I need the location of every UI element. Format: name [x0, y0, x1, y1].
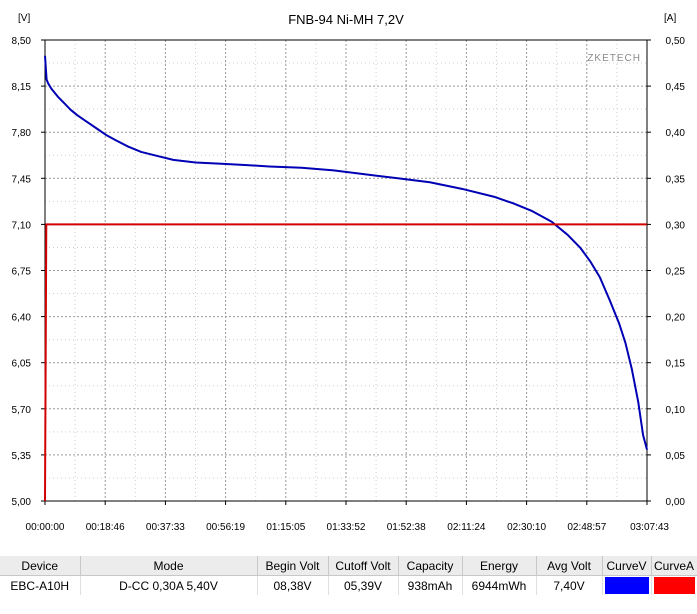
left-axis-ticks: 8,50 8,15 7,80 7,45 7,10 6,75 6,40 6,05 5,70 5,35…: [12, 36, 45, 508]
cell-begin-volt: 08,38V: [257, 575, 329, 595]
y-right-tick-label: 0,15: [666, 359, 686, 370]
cell-curve-a: [651, 575, 697, 595]
cell-device: EBC-A10H: [0, 575, 81, 595]
y-left-tick-label: 5,35: [12, 451, 32, 462]
y-left-tick-label: 7,80: [12, 128, 32, 139]
table-row[interactable]: EBC-A10H D-CC 0,30A 5,40V 08,38V 05,39V …: [0, 575, 697, 595]
x-tick-label: 00:00:00: [26, 522, 65, 533]
left-axis-unit: [V]: [18, 13, 30, 24]
curve-a-color-swatch: [653, 577, 695, 594]
cell-mode: D-CC 0,30A 5,40V: [80, 575, 258, 595]
right-axis-unit: [A]: [664, 13, 676, 24]
x-axis-ticks: 00:00:00 00:18:46 00:37:33 00:56:19 01:15:05…: [26, 501, 669, 533]
stats-table: Device Mode Begin Volt Cutoff Volt Capac…: [0, 556, 697, 595]
x-tick-label: 01:15:05: [266, 522, 305, 533]
x-tick-label: 00:18:46: [86, 522, 125, 533]
y-left-tick-label: 5,00: [12, 497, 32, 508]
header-device[interactable]: Device: [0, 556, 81, 576]
header-energy[interactable]: Energy: [462, 556, 537, 576]
header-avg-volt[interactable]: Avg Volt: [536, 556, 603, 576]
stats-header-row: Device Mode Begin Volt Cutoff Volt Capac…: [0, 556, 697, 576]
header-mode[interactable]: Mode: [80, 556, 258, 576]
cell-avg-volt: 7,40V: [536, 575, 603, 595]
y-left-tick-label: 7,10: [12, 220, 32, 231]
y-right-tick-label: 0,35: [666, 174, 686, 185]
y-right-tick-label: 0,25: [666, 267, 686, 278]
y-right-tick-label: 0,30: [666, 220, 686, 231]
x-tick-label: 00:37:33: [146, 522, 185, 533]
cell-capacity: 938mAh: [398, 575, 463, 595]
current-series-line: [44, 223, 647, 502]
x-tick-label: 02:11:24: [447, 522, 486, 533]
curve-v-color-swatch: [604, 577, 649, 594]
y-right-tick-label: 0,10: [666, 405, 686, 416]
y-left-tick-label: 5,70: [12, 405, 32, 416]
y-left-tick-label: 6,40: [12, 313, 32, 324]
cell-curve-v: [602, 575, 652, 595]
header-capacity[interactable]: Capacity: [398, 556, 463, 576]
x-tick-label: 00:56:19: [206, 522, 245, 533]
y-right-tick-label: 0,40: [666, 128, 686, 139]
header-begin-volt[interactable]: Begin Volt: [257, 556, 329, 576]
y-right-tick-label: 0,50: [666, 36, 686, 47]
y-right-tick-label: 0,00: [666, 497, 686, 508]
cell-cutoff-volt: 05,39V: [328, 575, 399, 595]
chart-grid: [45, 40, 647, 501]
y-left-tick-label: 6,75: [12, 267, 32, 278]
discharge-chart: FNB-94 Ni-MH 7,2V [V] [A] ZKETECH 8,508,…: [12, 12, 686, 533]
y-left-tick-label: 8,50: [12, 36, 32, 47]
x-tick-label: 02:48:57: [567, 522, 606, 533]
x-tick-label: 02:30:10: [507, 522, 546, 533]
x-tick-label: 01:52:38: [387, 522, 426, 533]
y-left-tick-label: 8,15: [12, 82, 32, 93]
right-axis-ticks: 0,50 0,45 0,40 0,35 0,30 0,25 0,20 0,15 0,10 0,05…: [647, 36, 685, 508]
voltage-series-line: [44, 55, 648, 450]
watermark: ZKETECH: [587, 53, 641, 64]
y-right-tick-label: 0,05: [666, 451, 686, 462]
x-tick-label: 03:07:43: [630, 522, 669, 533]
header-curve-a[interactable]: CurveA: [651, 556, 697, 576]
y-right-tick-label: 0,20: [666, 313, 686, 324]
y-right-tick-label: 0,45: [666, 82, 686, 93]
cell-energy: 6944mWh: [462, 575, 537, 595]
chart-title: FNB-94 Ni-MH 7,2V: [288, 12, 404, 27]
x-tick-label: 01:33:52: [327, 522, 366, 533]
y-left-tick-label: 7,45: [12, 174, 32, 185]
y-left-tick-label: 6,05: [12, 359, 32, 370]
header-cutoff-volt[interactable]: Cutoff Volt: [328, 556, 399, 576]
series-group: [44, 55, 648, 502]
header-curve-v[interactable]: CurveV: [602, 556, 652, 576]
